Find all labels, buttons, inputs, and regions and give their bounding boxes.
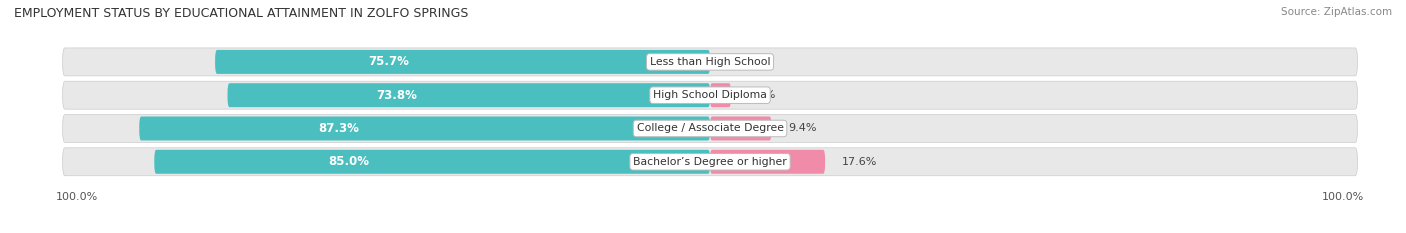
FancyBboxPatch shape [228, 83, 710, 107]
Text: 85.0%: 85.0% [329, 155, 370, 168]
Text: Source: ZipAtlas.com: Source: ZipAtlas.com [1281, 7, 1392, 17]
Text: 0.0%: 0.0% [727, 57, 755, 67]
FancyBboxPatch shape [710, 83, 731, 107]
Text: EMPLOYMENT STATUS BY EDUCATIONAL ATTAINMENT IN ZOLFO SPRINGS: EMPLOYMENT STATUS BY EDUCATIONAL ATTAINM… [14, 7, 468, 20]
Text: 100.0%: 100.0% [1322, 192, 1364, 202]
Text: 73.8%: 73.8% [375, 89, 416, 102]
Text: 9.4%: 9.4% [787, 123, 817, 134]
FancyBboxPatch shape [710, 116, 772, 140]
Text: College / Associate Degree: College / Associate Degree [637, 123, 783, 134]
FancyBboxPatch shape [710, 150, 825, 174]
Text: Less than High School: Less than High School [650, 57, 770, 67]
FancyBboxPatch shape [63, 48, 1357, 76]
FancyBboxPatch shape [139, 116, 710, 140]
Text: Bachelor’s Degree or higher: Bachelor’s Degree or higher [633, 157, 787, 167]
FancyBboxPatch shape [63, 81, 1357, 109]
Text: 75.7%: 75.7% [368, 55, 409, 69]
Text: 100.0%: 100.0% [56, 192, 98, 202]
Text: 3.2%: 3.2% [748, 90, 776, 100]
FancyBboxPatch shape [155, 150, 710, 174]
Text: 17.6%: 17.6% [841, 157, 877, 167]
Text: High School Diploma: High School Diploma [654, 90, 766, 100]
FancyBboxPatch shape [215, 50, 710, 74]
Text: 87.3%: 87.3% [319, 122, 360, 135]
FancyBboxPatch shape [63, 148, 1357, 176]
FancyBboxPatch shape [63, 114, 1357, 142]
